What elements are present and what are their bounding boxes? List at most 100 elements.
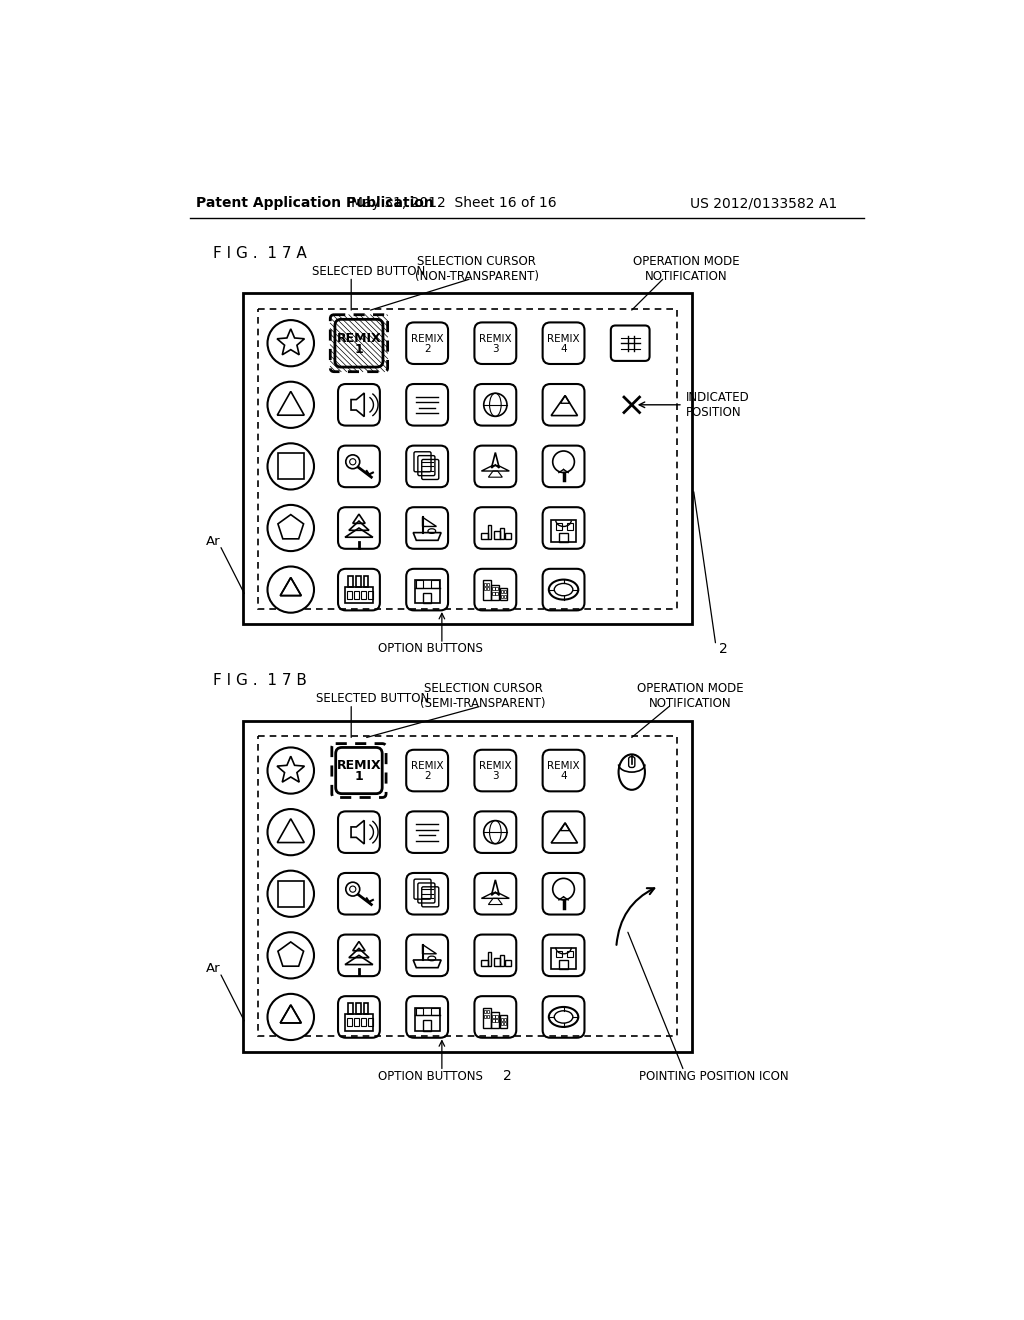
Bar — [416, 1007, 423, 1015]
Bar — [258, 737, 677, 1036]
Bar — [431, 1007, 438, 1015]
Circle shape — [267, 994, 314, 1040]
Bar — [505, 960, 511, 966]
Text: 2: 2 — [424, 771, 430, 781]
Text: OPERATION MODE
NOTIFICATION: OPERATION MODE NOTIFICATION — [633, 255, 739, 282]
Bar — [556, 524, 562, 529]
Bar — [348, 1003, 352, 1014]
Bar — [369, 1019, 373, 1026]
Bar — [500, 956, 504, 966]
Circle shape — [267, 566, 314, 612]
Bar — [345, 586, 373, 603]
Bar — [494, 531, 500, 539]
Bar — [481, 533, 487, 539]
Bar — [500, 589, 507, 601]
Bar — [487, 952, 490, 966]
Bar — [348, 576, 352, 586]
Circle shape — [267, 809, 314, 855]
Bar — [243, 293, 692, 624]
Bar — [415, 1007, 439, 1031]
Bar — [423, 1020, 431, 1031]
Text: 1: 1 — [354, 770, 364, 783]
Text: 4: 4 — [560, 771, 567, 781]
Bar — [347, 591, 352, 599]
Text: 4: 4 — [560, 343, 567, 354]
Text: REMIX: REMIX — [547, 760, 580, 771]
Bar — [486, 582, 489, 586]
Bar — [361, 1019, 366, 1026]
Bar — [278, 453, 304, 479]
Bar — [483, 1015, 486, 1018]
Bar — [556, 950, 562, 957]
Bar — [243, 721, 692, 1052]
Bar — [501, 590, 503, 594]
Text: REMIX: REMIX — [411, 760, 443, 771]
Bar — [494, 958, 500, 966]
Text: REMIX: REMIX — [547, 334, 580, 343]
Text: F I G .  1 7 A: F I G . 1 7 A — [213, 246, 307, 260]
Bar — [345, 1014, 373, 1031]
Text: SELECTION CURSOR
(SEMI-TRANSPARENT): SELECTION CURSOR (SEMI-TRANSPARENT) — [420, 682, 546, 710]
Bar — [369, 591, 373, 599]
Bar — [481, 960, 487, 966]
Text: REMIX: REMIX — [479, 760, 512, 771]
Circle shape — [267, 871, 314, 917]
Bar — [504, 1018, 506, 1020]
Circle shape — [267, 381, 314, 428]
Text: 3: 3 — [493, 771, 499, 781]
Circle shape — [267, 321, 314, 367]
Text: 1: 1 — [354, 343, 364, 356]
Bar — [559, 533, 568, 543]
Bar — [364, 1003, 369, 1014]
Bar — [496, 1019, 498, 1022]
Text: May 31, 2012  Sheet 16 of 16: May 31, 2012 Sheet 16 of 16 — [350, 197, 556, 210]
Bar — [258, 309, 677, 609]
Bar — [483, 1010, 486, 1014]
Bar — [504, 595, 506, 598]
Bar — [559, 960, 568, 969]
Bar — [496, 591, 498, 595]
Bar — [356, 576, 360, 586]
Bar — [278, 880, 304, 907]
Text: Ar: Ar — [206, 535, 220, 548]
Text: Ar: Ar — [206, 962, 220, 975]
Bar — [416, 581, 423, 589]
Bar — [347, 1019, 352, 1026]
Text: REMIX: REMIX — [479, 334, 512, 343]
Text: 2: 2 — [719, 642, 728, 656]
Bar — [431, 581, 438, 589]
Circle shape — [267, 747, 314, 793]
Circle shape — [267, 932, 314, 978]
Text: OPTION BUTTONS: OPTION BUTTONS — [378, 643, 482, 656]
Bar — [551, 520, 575, 541]
Bar — [500, 1015, 507, 1028]
Text: POINTING POSITION ICON: POINTING POSITION ICON — [639, 1069, 788, 1082]
Bar — [501, 595, 503, 598]
Bar — [496, 587, 498, 590]
Text: SELECTION CURSOR
(NON-TRANSPARENT): SELECTION CURSOR (NON-TRANSPARENT) — [415, 255, 539, 282]
Text: US 2012/0133582 A1: US 2012/0133582 A1 — [690, 197, 838, 210]
Bar — [505, 533, 511, 539]
Bar — [354, 591, 359, 599]
Bar — [551, 948, 575, 969]
Text: SELECTED BUTTON: SELECTED BUTTON — [316, 693, 429, 705]
Bar — [492, 1012, 500, 1028]
Bar — [483, 581, 490, 601]
Text: INDICATED
POSITION: INDICATED POSITION — [686, 391, 750, 418]
Bar — [492, 585, 500, 601]
Text: OPTION BUTTONS: OPTION BUTTONS — [378, 1069, 482, 1082]
Bar — [493, 587, 495, 590]
Circle shape — [267, 504, 314, 552]
Bar — [415, 581, 439, 603]
Bar — [504, 1022, 506, 1026]
Bar — [354, 1019, 359, 1026]
Bar — [486, 587, 489, 590]
Text: REMIX: REMIX — [411, 334, 443, 343]
Text: OPERATION MODE
NOTIFICATION: OPERATION MODE NOTIFICATION — [637, 682, 744, 710]
Bar — [566, 524, 572, 529]
Bar — [356, 1003, 360, 1014]
Text: 3: 3 — [493, 343, 499, 354]
Bar — [486, 1015, 489, 1018]
Bar — [493, 591, 495, 595]
Text: 2: 2 — [504, 1069, 512, 1084]
